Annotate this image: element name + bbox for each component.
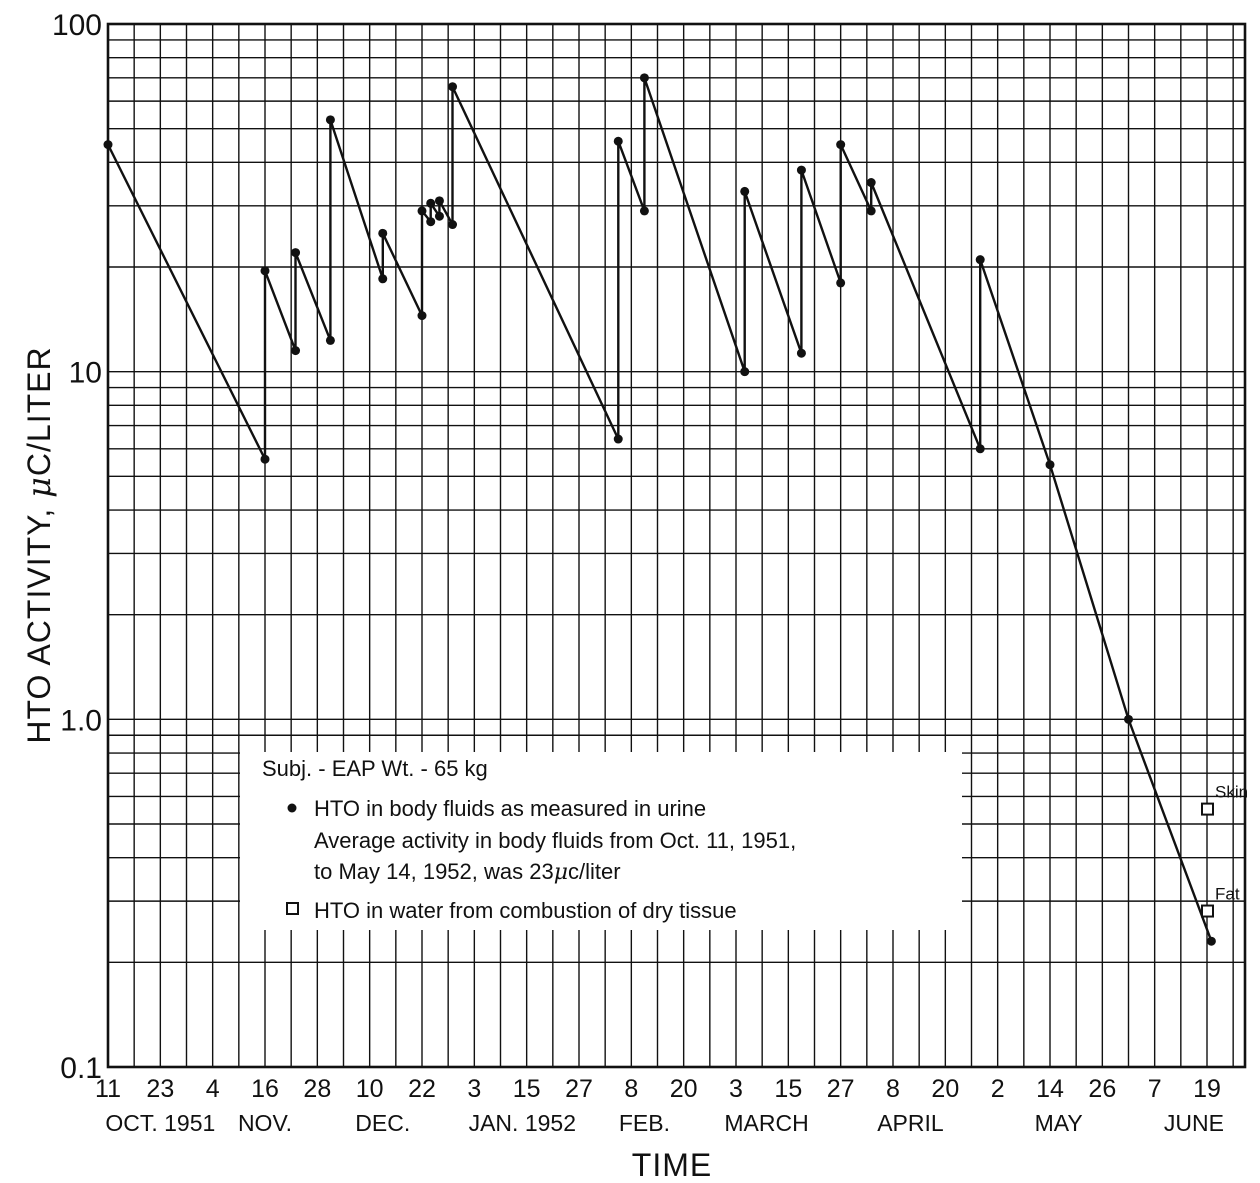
data-point-urine [103, 140, 113, 150]
x-month-label: DEC. [355, 1110, 410, 1136]
x-tick-label: 20 [670, 1075, 698, 1103]
x-tick-label: 2 [991, 1075, 1005, 1103]
y-tick-label: 100 [52, 9, 102, 42]
data-point-urine [796, 165, 806, 175]
data-point-urine [639, 206, 649, 216]
data-point-urine [613, 136, 623, 146]
y-tick-label: 1.0 [60, 704, 102, 737]
x-tick-label: 4 [206, 1075, 220, 1103]
x-tick-label: 27 [827, 1075, 855, 1103]
data-point-urine [260, 454, 270, 464]
legend-line3-pre: to May 14, 1952, was 23 [314, 859, 554, 884]
x-tick-label: 14 [1036, 1075, 1064, 1103]
data-point-urine [975, 255, 985, 265]
data-point-urine [291, 346, 301, 356]
x-month-label: FEB. [619, 1110, 670, 1136]
data-point-urine [426, 198, 436, 208]
y-axis-title-mu: μ [20, 476, 58, 498]
x-tick-label: 15 [513, 1075, 541, 1103]
data-point-urine [417, 311, 427, 321]
data-point-urine [448, 220, 458, 230]
data-point-urine [740, 367, 750, 377]
y-tick-label: 10 [69, 357, 102, 390]
data-point-urine [1124, 714, 1133, 724]
y-axis-title-suffix: C/LITER [21, 346, 57, 476]
data-point-urine [448, 82, 458, 92]
y-axis-title-prefix: HTO ACTIVITY, [21, 498, 57, 744]
data-point-tissue [1201, 904, 1214, 918]
legend-filled-circle-marker [287, 803, 297, 813]
x-month-label: NOV. [238, 1110, 292, 1136]
x-tick-label: 8 [886, 1075, 900, 1103]
x-tick-label: 27 [565, 1075, 593, 1103]
data-point-urine [975, 444, 985, 454]
x-tick-label: 11 [95, 1075, 121, 1103]
x-month-label: MARCH [724, 1110, 808, 1136]
x-tick-label: 7 [1148, 1075, 1162, 1103]
data-point-urine [291, 248, 301, 258]
data-point-urine [325, 115, 335, 125]
data-point-urine [613, 434, 623, 444]
x-month-label: OCT. 1951 [105, 1110, 215, 1136]
data-point-urine [836, 140, 846, 150]
data-point-urine [378, 274, 388, 284]
legend-item-urine-line2: Average activity in body fluids from Oct… [314, 828, 796, 853]
data-point-tissue [1201, 802, 1214, 816]
x-tick-label: 20 [931, 1075, 959, 1103]
legend-line3-post: c/liter [568, 859, 621, 884]
data-point-urine [866, 206, 876, 216]
legend-line3-mu: μ [554, 860, 568, 885]
legend-item-tissue: HTO in water from combustion of dry tiss… [314, 898, 737, 923]
x-tick-label: 23 [146, 1075, 174, 1103]
y-axis-title: HTO ACTIVITY, μC/LITER [20, 346, 58, 743]
x-axis-title: TIME [632, 1147, 712, 1183]
data-series [103, 73, 1216, 946]
data-point-urine [796, 348, 806, 358]
point-label-skin: Skin [1215, 783, 1248, 802]
legend-subject: Subj. - EAP Wt. - 65 kg [262, 756, 488, 781]
x-month-label: JUNE [1164, 1110, 1224, 1136]
x-tick-label: 10 [356, 1075, 384, 1103]
series-line-urine [106, 77, 1213, 942]
x-tick-label: 28 [303, 1075, 331, 1103]
y-tick-label: 0.1 [60, 1052, 102, 1085]
x-tick-label: 3 [729, 1075, 743, 1103]
legend: Subj. - EAP Wt. - 65 kg HTO in body flui… [240, 752, 962, 930]
legend-background [240, 752, 962, 930]
data-point-urine [325, 335, 335, 345]
data-point-urine [836, 278, 846, 288]
point-label-fat: Fat [1215, 885, 1240, 904]
data-point-urine [866, 178, 876, 188]
legend-open-square-marker [286, 902, 299, 915]
x-tick-label: 19 [1193, 1075, 1221, 1103]
plot-frame [106, 22, 1247, 1069]
x-tick-label: 15 [774, 1075, 802, 1103]
data-point-urine [740, 186, 750, 196]
legend-item-urine: HTO in body fluids as measured in urine [314, 796, 706, 821]
x-tick-label: 22 [408, 1075, 436, 1103]
x-month-label: JAN. 1952 [469, 1110, 576, 1136]
data-point-urine [426, 217, 436, 227]
x-tick-label: 8 [624, 1075, 638, 1103]
x-tick-label: 3 [467, 1075, 481, 1103]
data-point-urine [260, 266, 270, 276]
x-tick-label: 16 [251, 1075, 279, 1103]
data-point-urine [417, 206, 427, 216]
data-point-urine [434, 211, 444, 221]
legend-item-urine-line3: to May 14, 1952, was 23μc/liter [314, 859, 621, 885]
data-point-urine [1206, 936, 1216, 946]
x-month-label: MAY [1035, 1110, 1083, 1136]
x-tick-label: 26 [1088, 1075, 1116, 1103]
data-point-urine [434, 196, 444, 206]
data-point-urine [639, 73, 649, 83]
data-point-urine [1045, 460, 1055, 470]
data-point-urine [378, 228, 388, 238]
x-month-label: APRIL [877, 1110, 944, 1136]
